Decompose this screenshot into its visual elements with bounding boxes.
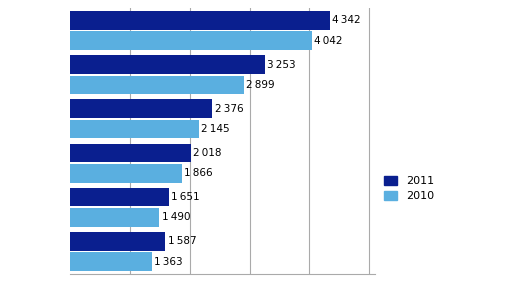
Text: 1 866: 1 866 <box>184 168 213 178</box>
Text: 4 042: 4 042 <box>314 36 343 46</box>
Bar <box>70 144 191 162</box>
Text: 1 363: 1 363 <box>154 257 183 266</box>
Bar <box>70 31 312 50</box>
Text: 1 587: 1 587 <box>168 236 196 246</box>
Text: 1 651: 1 651 <box>171 192 200 202</box>
Text: 3 253: 3 253 <box>267 60 296 70</box>
Text: 4 342: 4 342 <box>332 16 361 25</box>
Text: 2 899: 2 899 <box>246 80 275 90</box>
Bar <box>70 76 244 94</box>
Text: 2 376: 2 376 <box>215 104 243 114</box>
Bar <box>70 208 159 227</box>
Bar <box>70 188 169 206</box>
Text: 1 490: 1 490 <box>162 212 190 222</box>
Bar <box>70 11 330 30</box>
Bar <box>70 232 165 251</box>
Bar <box>70 120 199 138</box>
Bar <box>70 55 265 74</box>
Legend: 2011, 2010: 2011, 2010 <box>384 176 434 201</box>
Text: 2 145: 2 145 <box>201 124 230 134</box>
Bar <box>70 164 182 182</box>
Text: 2 018: 2 018 <box>193 148 222 158</box>
Bar <box>70 100 213 118</box>
Bar <box>70 252 152 271</box>
